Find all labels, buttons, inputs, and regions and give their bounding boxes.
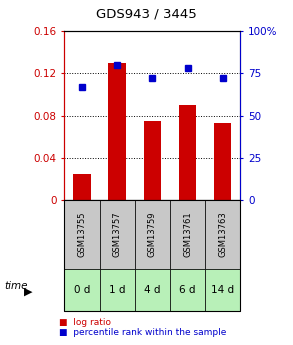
- Bar: [179, 105, 196, 200]
- Text: 14 d: 14 d: [211, 285, 234, 295]
- Text: ▶: ▶: [23, 287, 32, 296]
- Text: GSM13759: GSM13759: [148, 212, 157, 257]
- Text: 6 d: 6 d: [179, 285, 196, 295]
- Text: GSM13755: GSM13755: [78, 212, 86, 257]
- Bar: [73, 174, 91, 200]
- Text: time: time: [4, 281, 28, 290]
- Text: GSM13763: GSM13763: [218, 212, 227, 257]
- Text: ■  percentile rank within the sample: ■ percentile rank within the sample: [59, 328, 226, 337]
- Text: ■  log ratio: ■ log ratio: [59, 318, 110, 327]
- Bar: [108, 63, 126, 200]
- Text: 1 d: 1 d: [109, 285, 125, 295]
- Text: GSM13757: GSM13757: [113, 212, 122, 257]
- Bar: [144, 121, 161, 200]
- Text: 0 d: 0 d: [74, 285, 90, 295]
- Text: 4 d: 4 d: [144, 285, 161, 295]
- Text: GSM13761: GSM13761: [183, 212, 192, 257]
- Text: GDS943 / 3445: GDS943 / 3445: [96, 7, 197, 20]
- Bar: [214, 123, 231, 200]
